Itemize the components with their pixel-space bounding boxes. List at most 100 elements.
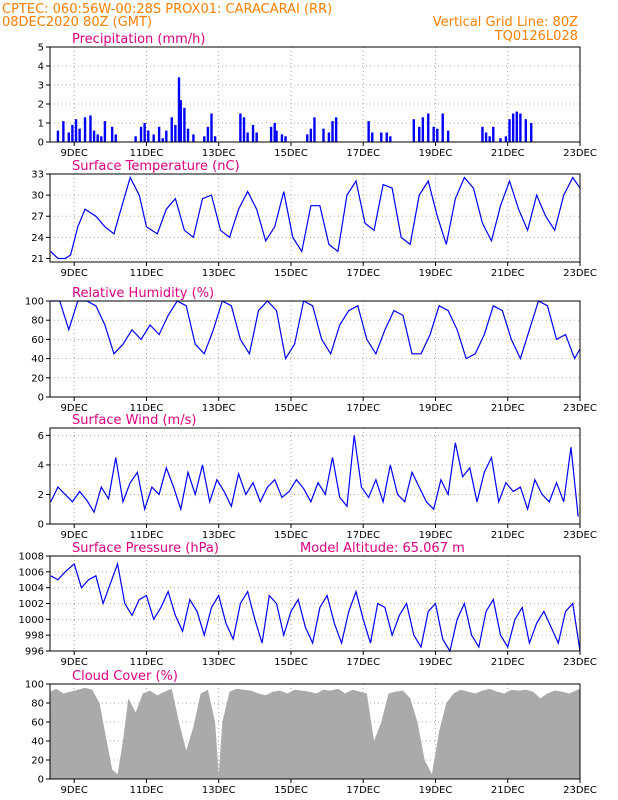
precip-bar [103,121,107,142]
series-line [50,300,581,361]
precip-bar [139,126,143,142]
plot-frame [49,683,581,780]
panel-1: 21 24 27 30 33 9DEC 11DEC 13DEC 15DEC 17DEC 19DEC 2… [31,159,597,279]
y-tick-label: 0 [38,393,44,404]
y-tick-label: 80 [31,699,44,710]
precip-bar [89,115,92,142]
x-tick-label: 19DEC [419,785,453,796]
precip-bar [427,113,430,142]
panel-title: Cloud Cover (%) [72,669,178,684]
precip-bar [385,132,388,142]
x-tick-label: 9DEC [61,530,88,541]
panel-title: Surface Wind (m/s) [72,413,196,428]
precip-bar [492,126,495,142]
precip-bar [242,117,246,142]
header-code: TQ0126L028 [494,29,578,44]
precip-bar [177,77,181,142]
y-tick-label: 100 [25,680,44,691]
precip-bar [284,136,287,142]
precip-bar [161,138,164,142]
x-tick-label: 17DEC [346,403,380,414]
x-tick-label: 19DEC [419,403,453,414]
precip-bar [210,113,213,142]
precip-bar [367,121,370,142]
precip-bar [183,107,186,142]
y-tick-label: 5 [38,43,44,54]
precip-bar [62,121,65,142]
header-line-1: CPTEC: 060:56W-00:28S PROX01: CARACARAI … [2,2,332,17]
y-tick-label: 0 [38,138,44,149]
x-tick-label: 9DEC [61,148,88,159]
precip-bar [206,126,210,142]
x-tick-label: 21DEC [491,148,525,159]
x-tick-label: 23DEC [563,403,597,414]
precip-bar [524,119,528,142]
precip-bar [186,128,190,142]
precip-bar [446,130,450,142]
x-tick-label: 13DEC [202,657,236,668]
precip-bar [170,117,173,142]
x-tick-label: 11DEC [130,148,164,159]
y-tick-label: 60 [31,718,44,729]
precip-bar [389,136,392,142]
y-tick-label: 1000 [19,615,44,626]
y-tick-label: 80 [31,316,44,327]
precip-bar [251,124,255,142]
x-tick-label: 15DEC [274,785,308,796]
x-tick-label: 21DEC [491,530,525,541]
precip-bar [203,136,206,142]
x-tick-label: 13DEC [202,530,236,541]
y-tick-label: 100 [25,297,44,308]
precip-bar [418,126,421,142]
x-tick-label: 23DEC [563,657,597,668]
y-tick-label: 2 [38,100,44,111]
precip-bar [334,117,338,142]
precip-bar [519,113,522,142]
precip-bar [165,130,168,142]
x-tick-label: 19DEC [419,530,453,541]
precip-bar [306,134,309,142]
precip-bar [152,134,155,142]
plot-frame [49,173,581,263]
x-tick-label: 9DEC [61,268,88,279]
y-tick-label: 0 [38,775,44,786]
precip-bar [275,130,278,142]
y-tick-label: 1006 [19,567,44,578]
precip-bar [371,132,374,142]
x-tick-label: 17DEC [346,530,380,541]
panel-4: 996 998 1000 1002 1004 1006 1008 9DEC 11DEC 13DEC… [19,541,597,668]
series-line [50,435,579,517]
y-tick-label: 20 [31,756,44,767]
y-tick-label: 2 [38,490,44,501]
x-tick-label: 23DEC [563,148,597,159]
y-tick-label: 40 [31,737,44,748]
x-tick-label: 17DEC [346,148,380,159]
y-tick-label: 0 [38,520,44,531]
y-tick-label: 4 [38,460,44,471]
y-tick-label: 1008 [19,552,44,563]
y-tick-label: 27 [31,212,44,223]
series-line [50,561,581,653]
x-tick-label: 23DEC [563,785,597,796]
x-tick-label: 21DEC [491,657,525,668]
panel-title: Surface Pressure (hPa) [72,541,219,556]
x-tick-label: 9DEC [61,657,88,668]
precip-bar [508,119,511,142]
y-tick-label: 40 [31,354,44,365]
x-tick-label: 15DEC [274,403,308,414]
series-line [50,175,581,260]
x-tick-label: 11DEC [130,657,164,668]
precip-bar [83,117,87,142]
plot-frame [49,46,581,143]
y-tick-label: 33 [31,170,44,181]
x-tick-label: 11DEC [130,268,164,279]
x-tick-label: 15DEC [274,148,308,159]
x-tick-label: 23DEC [563,530,597,541]
y-tick-label: 21 [31,254,44,265]
x-tick-label: 11DEC [130,403,164,414]
precip-bar [92,130,96,142]
y-tick-label: 6 [38,431,44,442]
precip-bar [273,123,276,142]
x-tick-label: 17DEC [346,268,380,279]
x-tick-label: 11DEC [130,785,164,796]
